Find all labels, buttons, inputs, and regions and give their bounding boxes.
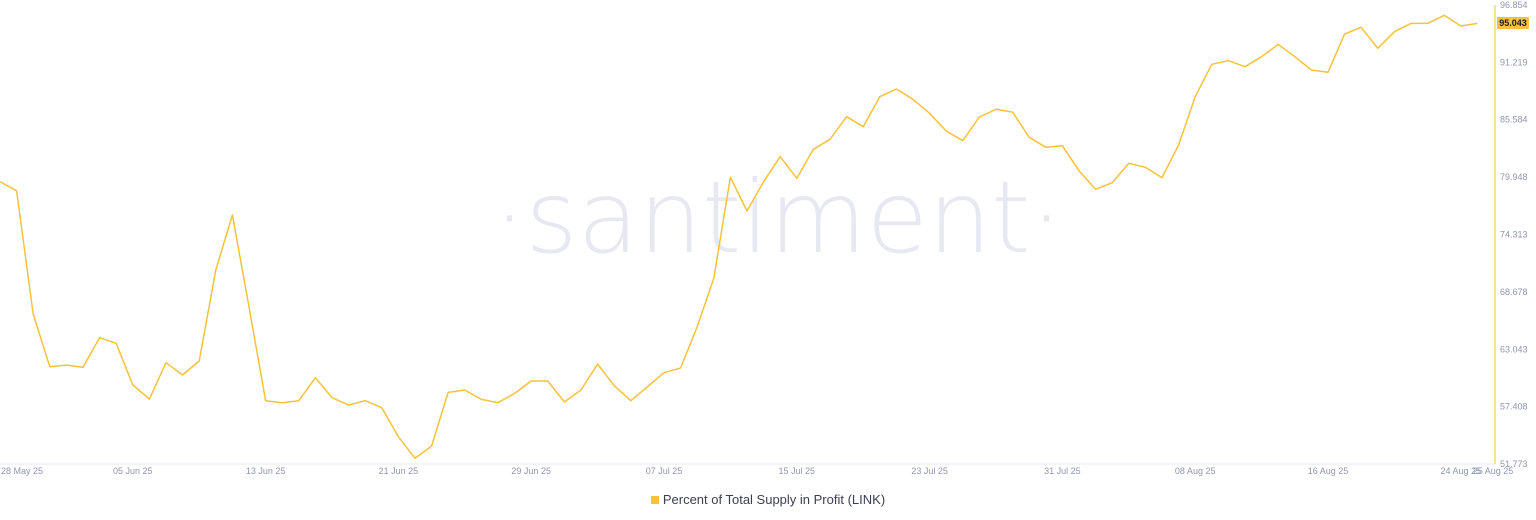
y-tick-label: 74.313 bbox=[1500, 230, 1528, 240]
series-points bbox=[0, 15, 1478, 459]
x-tick-label: 05 Jun 25 bbox=[113, 466, 153, 476]
x-tick-label: 24 Aug 25 bbox=[1441, 466, 1482, 476]
x-tick-label: 31 Jul 25 bbox=[1044, 466, 1081, 476]
legend-label: Percent of Total Supply in Profit (LINK) bbox=[662, 492, 886, 507]
y-tick-label: 96.854 bbox=[1500, 0, 1528, 10]
santiment-watermark: ·santiment· bbox=[494, 159, 1063, 276]
x-tick-label: 23 Jul 25 bbox=[911, 466, 948, 476]
y-tick-label: 63.043 bbox=[1500, 344, 1528, 354]
x-axis-ticks: 28 May 25 05 Jun 25 13 Jun 25 21 Jun 25 29 J… bbox=[1, 466, 1513, 476]
svg-text:95.043: 95.043 bbox=[1499, 18, 1527, 28]
x-tick-label: 25 Aug 25 bbox=[1473, 466, 1514, 476]
y-axis-ticks: 96.854 91.219 85.584 79.948 74.313 68.678 63.0… bbox=[1500, 0, 1528, 469]
x-tick-label: 16 Aug 25 bbox=[1308, 466, 1349, 476]
y-tick-label: 57.408 bbox=[1500, 402, 1528, 412]
x-tick-label: 07 Jul 25 bbox=[646, 466, 683, 476]
x-tick-label: 29 Jun 25 bbox=[511, 466, 551, 476]
y-tick-label: 79.948 bbox=[1500, 172, 1528, 182]
x-tick-label: 15 Jul 25 bbox=[779, 466, 816, 476]
x-tick-label: 21 Jun 25 bbox=[379, 466, 419, 476]
y-tick-label: 91.219 bbox=[1500, 57, 1528, 67]
series-line-link-supply-in-profit bbox=[0, 14, 1478, 460]
x-tick-label: 08 Aug 25 bbox=[1175, 466, 1216, 476]
legend[interactable]: Percent of Total Supply in Profit (LINK) bbox=[0, 492, 1536, 507]
current-value-badge: 95.043 bbox=[1497, 17, 1529, 29]
legend-swatch bbox=[650, 496, 659, 504]
y-tick-label: 68.678 bbox=[1500, 287, 1528, 297]
y-tick-label: 51.773 bbox=[1500, 459, 1528, 469]
y-tick-label: 85.584 bbox=[1500, 115, 1528, 125]
x-tick-label: 13 Jun 25 bbox=[246, 466, 286, 476]
x-tick-label: 28 May 25 bbox=[1, 466, 43, 476]
